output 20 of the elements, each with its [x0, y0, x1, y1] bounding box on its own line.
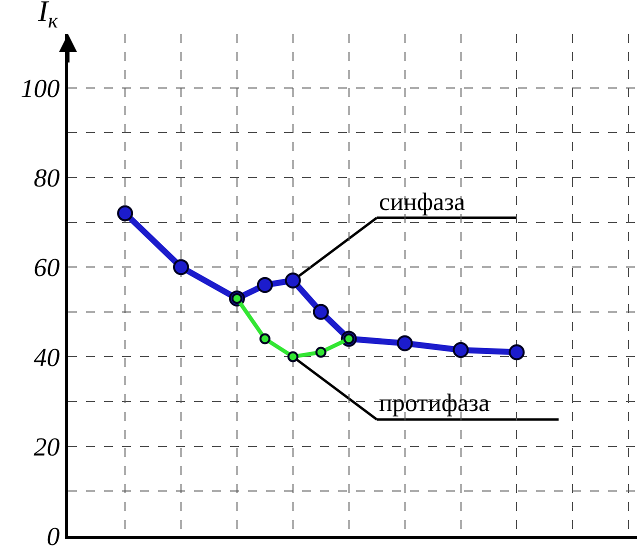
y-tick-label: 40 [34, 342, 60, 372]
text: протифаза [379, 390, 490, 417]
point [396, 335, 413, 352]
text: синфаза [379, 189, 466, 216]
y-tick-label: 20 [34, 432, 60, 462]
point [287, 351, 298, 362]
point [508, 344, 525, 360]
point [452, 342, 469, 358]
y-tick-label: 60 [34, 253, 60, 282]
point [312, 304, 329, 320]
point [117, 205, 134, 222]
point [173, 259, 190, 276]
y-tick-label: 0 [46, 522, 60, 552]
point [284, 272, 301, 289]
point [256, 277, 273, 293]
point [315, 346, 326, 358]
y-tick-label: 80 [34, 164, 60, 193]
y-tick-label: 100 [20, 74, 60, 103]
point [259, 333, 270, 344]
y-axis-title: I$_{к}$ [37, 0, 58, 32]
